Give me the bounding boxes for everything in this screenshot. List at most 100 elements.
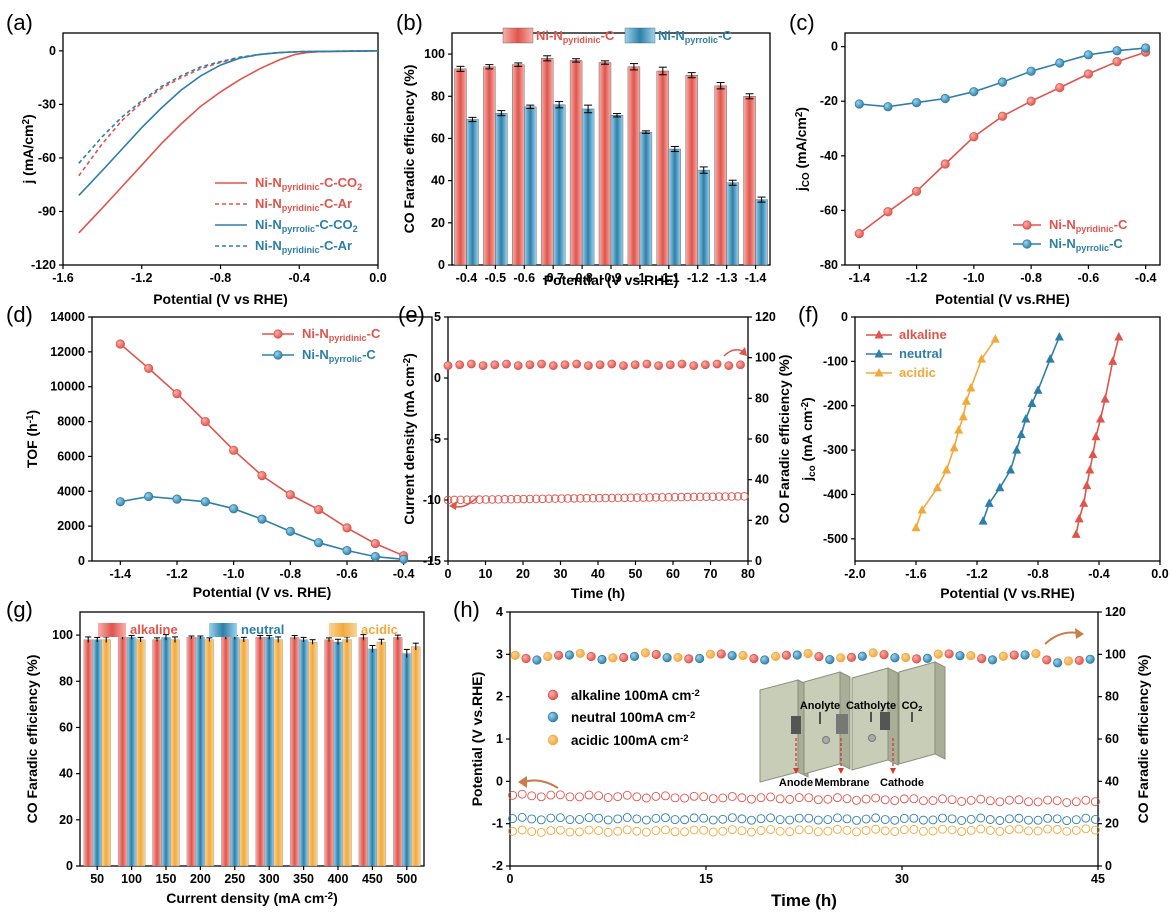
x-tick-label: -0.4 (1135, 271, 1157, 285)
text-part: ) (793, 107, 809, 112)
xlabel-h: Time (h) (771, 891, 837, 910)
y-tick-label: 80 (431, 89, 445, 103)
data-point-c (940, 159, 950, 169)
data-point-e (456, 495, 465, 505)
series-line-a-3 (78, 50, 379, 164)
data-point-h (747, 827, 756, 837)
y-tick-label: 0 (434, 371, 441, 385)
data-point-h (794, 793, 804, 803)
data-point-h (670, 815, 680, 825)
data-point-h (546, 813, 556, 823)
data-point-e (525, 494, 535, 504)
data-point-f (1012, 445, 1022, 454)
x-tick-label: -1.2 (966, 567, 988, 581)
text-part: neutral (571, 710, 616, 725)
text-part: -2 (800, 401, 811, 410)
data-point-h (1071, 815, 1081, 825)
data-point-e (721, 492, 730, 501)
y-tick-label: 60 (59, 720, 73, 734)
x-tick-label: -0.8 (571, 271, 593, 285)
data-point-h (1052, 825, 1062, 834)
data-point-h (651, 649, 661, 660)
data-point-e (724, 361, 734, 370)
legend-label-f: acidic (899, 365, 936, 380)
data-point-h (871, 824, 881, 834)
panel-label-a: (a) (6, 10, 33, 35)
legend-swatch-g (98, 623, 126, 637)
data-point-h (832, 813, 842, 823)
data-point-f (995, 482, 1005, 492)
data-point-e (740, 492, 749, 501)
x-tick-label: 30 (554, 567, 568, 581)
data-point-h (738, 650, 748, 661)
data-point-h (718, 826, 728, 836)
inset-label-anode: Anode (779, 777, 813, 789)
data-point-e (702, 492, 711, 502)
bar-b (656, 70, 670, 266)
bar-g (342, 639, 352, 867)
text-part: -C (362, 347, 376, 362)
x-tick-label: -0.4 (393, 567, 415, 581)
x-tick-label: -0.8 (1020, 271, 1042, 285)
text-part: Ni-N (536, 28, 563, 43)
data-point-h (775, 815, 785, 825)
bar-g (358, 637, 369, 867)
data-point-h (594, 826, 604, 836)
data-point-h (651, 813, 661, 823)
data-point-c (969, 132, 979, 142)
data-point-h (508, 826, 518, 836)
data-point-d (144, 363, 154, 374)
data-point-d (229, 445, 239, 455)
text-part: 2 (21, 119, 32, 125)
text-part: ) (24, 410, 40, 415)
bar-b (685, 74, 698, 266)
data-point-f (1100, 394, 1110, 403)
x-tick-label: 50 (90, 872, 104, 886)
data-point-d (285, 490, 295, 500)
data-point-h (1074, 655, 1084, 666)
data-point-h (785, 827, 795, 837)
ylabel-b: CO Faradic efficiency (%) (401, 65, 417, 234)
data-point-f (1085, 465, 1095, 474)
text-part: ) (20, 114, 36, 119)
data-point-h (1071, 797, 1081, 807)
text-part: ) (401, 353, 417, 358)
data-point-e (677, 359, 687, 369)
data-point-h (1090, 815, 1100, 824)
data-point-h (756, 793, 766, 803)
text-part: 2 (794, 111, 805, 117)
bar-g (204, 639, 215, 867)
data-point-d (257, 514, 267, 524)
data-point-h (673, 652, 683, 663)
text-part: -C (718, 28, 732, 43)
data-point-h (823, 815, 833, 825)
data-point-f (1045, 354, 1055, 363)
data-point-e (582, 494, 591, 503)
y-tick-label-right: 80 (755, 391, 769, 405)
data-point-e (478, 361, 488, 370)
data-point-h (555, 813, 565, 823)
data-point-e (613, 493, 623, 503)
legend-swatch-b (624, 27, 656, 44)
y-tick-label: -1 (492, 817, 503, 831)
data-point-h (1031, 649, 1041, 659)
bar-b (552, 104, 566, 266)
data-point-h (977, 653, 987, 664)
xlabel-g: Current density (mA cm-2) (166, 890, 338, 906)
data-point-h (629, 651, 640, 661)
legend-marker-h (547, 711, 559, 723)
data-point-h (641, 827, 651, 837)
data-point-f (1096, 414, 1106, 423)
data-point-d (172, 389, 182, 399)
legend-label-d: Ni-Npyrrolic-C (302, 347, 376, 364)
data-point-c (1026, 96, 1036, 106)
text-part: -C (367, 326, 381, 341)
x-tick-label: 45 (1091, 872, 1105, 886)
text-part: -C-CO (320, 175, 358, 190)
data-point-h (1033, 826, 1043, 836)
text-part: ) (333, 890, 338, 906)
data-point-e (736, 360, 745, 370)
y-tick-label: -80 (820, 258, 838, 272)
data-point-h (1071, 825, 1081, 835)
data-point-e (645, 493, 654, 502)
